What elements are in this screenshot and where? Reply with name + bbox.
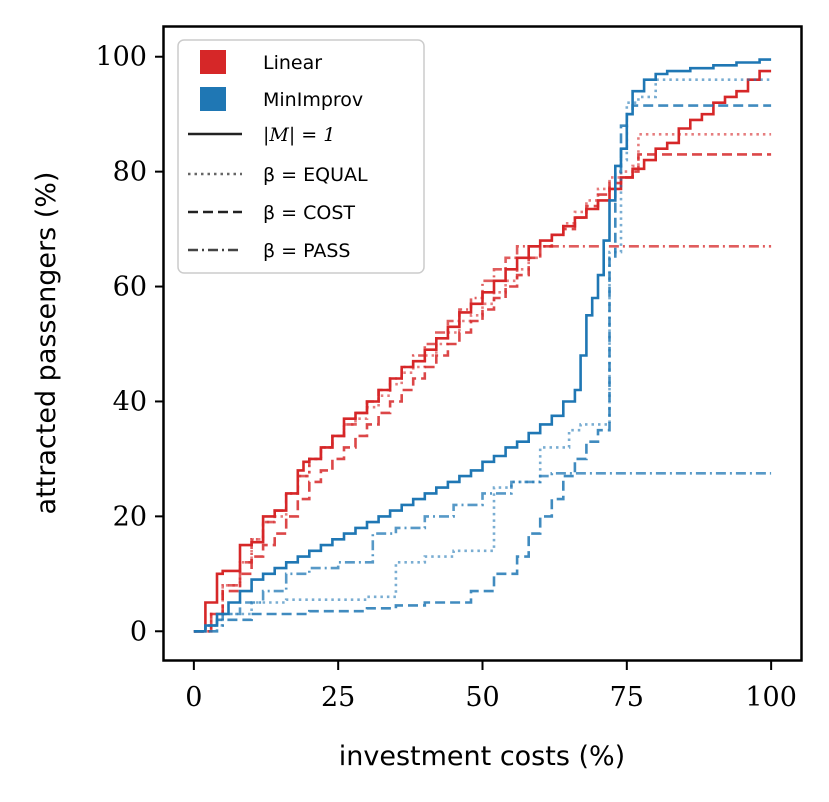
y-tick-label: 0: [130, 616, 147, 647]
plot-lines: [193, 58, 772, 633]
legend-label-dashed: β = COST: [263, 202, 355, 224]
x-axis-ticks: 0 25 50 75 100: [185, 661, 797, 713]
x-tick-label: 25: [321, 682, 355, 713]
legend-label-linear: Linear: [263, 52, 322, 74]
legend-swatch-minimprov: [200, 87, 226, 111]
legend-swatch-linear: [200, 50, 226, 74]
legend: Linear MinImprov |M| = 1 β = EQUAL β = C…: [177, 39, 425, 274]
legend-label-dotted: β = EQUAL: [263, 164, 368, 186]
legend-label-solid: |M| = 1: [263, 124, 335, 146]
series-line-7: [193, 472, 772, 633]
y-tick-label: 40: [113, 386, 147, 417]
series-line-4: [193, 58, 772, 633]
x-axis-label: investment costs (%): [339, 741, 625, 772]
legend-box: [177, 39, 425, 274]
series-line-0: [193, 69, 772, 633]
x-tick-label: 100: [745, 682, 797, 713]
y-tick-label: 100: [95, 42, 147, 73]
y-tick-label: 20: [113, 501, 147, 532]
y-axis-label: attracted passengers (%): [31, 172, 62, 515]
x-tick-label: 75: [610, 682, 644, 713]
series-line-2: [193, 153, 772, 633]
legend-label-minimprov: MinImprov: [263, 89, 363, 111]
plot-frame: [162, 25, 803, 662]
legend-label-dashdot: β = PASS: [263, 240, 351, 262]
y-tick-label: 60: [113, 272, 147, 303]
x-tick-label: 0: [185, 682, 202, 713]
series-line-6: [193, 104, 772, 633]
y-tick-label: 80: [113, 157, 147, 188]
y-axis-ticks: 0 20 40 60 80 100: [95, 42, 164, 647]
x-tick-label: 50: [465, 682, 499, 713]
series-line-3: [193, 245, 772, 633]
